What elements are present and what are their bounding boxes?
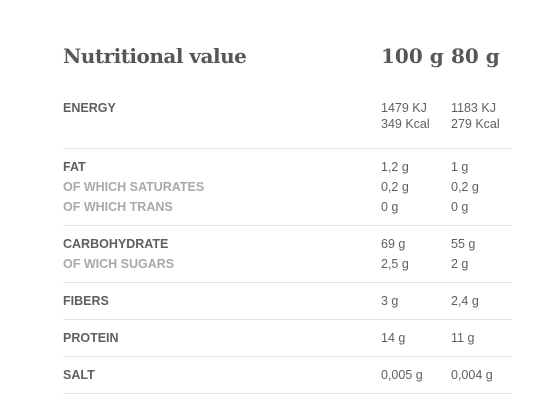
row-label-saturates: OF WHICH SATURATES	[63, 180, 205, 194]
column-header-80g: 80 g	[451, 44, 500, 68]
salt-group: SALT 0,005 g 0,004 g	[63, 357, 512, 394]
trans-value-80g: 0 g	[451, 200, 469, 214]
sugars-value-100g: 2,5 g	[381, 257, 409, 271]
row-label-trans: OF WHICH TRANS	[63, 200, 173, 214]
table-row: ENERGY 1479 KJ 349 Kcal 1183 KJ 279 Kcal	[63, 100, 512, 140]
row-label-sugars: OF WICH SUGARS	[63, 257, 175, 271]
row-label-fibers: FIBERS	[63, 294, 109, 308]
energy-kj-100g: 1479 KJ	[381, 101, 427, 115]
energy-kcal-100g: 349 Kcal	[381, 117, 430, 131]
table-row: FAT 1,2 g 1 g	[63, 159, 512, 179]
table-row: OF WHICH TRANS 0 g 0 g	[63, 199, 512, 219]
row-label-energy: ENERGY	[63, 101, 116, 115]
protein-value-100g: 14 g	[381, 331, 406, 345]
energy-kj-80g: 1183 KJ	[451, 101, 496, 115]
row-label-salt: SALT	[63, 368, 95, 382]
fat-value-80g: 1 g	[451, 160, 469, 174]
sugars-value-80g: 2 g	[451, 257, 469, 271]
carbohydrate-value-100g: 69 g	[381, 237, 406, 251]
table-row: OF WICH SUGARS 2,5 g 2 g	[63, 256, 512, 276]
table-header: Nutritional value 100 g 80 g	[63, 40, 512, 82]
row-label-protein: PROTEIN	[63, 331, 119, 345]
fibers-value-80g: 2,4 g	[451, 294, 479, 308]
carbohydrate-group: CARBOHYDRATE 69 g 55 g OF WICH SUGARS 2,…	[63, 226, 512, 283]
table-row: PROTEIN 14 g 11 g	[63, 330, 512, 350]
table-row: CARBOHYDRATE 69 g 55 g	[63, 236, 512, 256]
nutrition-table: Nutritional value 100 g 80 g ENERGY 1479…	[63, 40, 512, 394]
saturates-value-80g: 0,2 g	[451, 180, 479, 194]
salt-value-100g: 0,005 g	[381, 368, 423, 382]
saturates-value-100g: 0,2 g	[381, 180, 409, 194]
energy-kcal-80g: 279 Kcal	[451, 117, 500, 131]
table-row: SALT 0,005 g 0,004 g	[63, 367, 512, 387]
column-header-100g: 100 g	[381, 44, 444, 68]
row-label-fat: FAT	[63, 160, 86, 174]
salt-value-80g: 0,004 g	[451, 368, 493, 382]
protein-group: PROTEIN 14 g 11 g	[63, 320, 512, 357]
energy-value-80g: 1183 KJ 279 Kcal	[451, 100, 500, 132]
trans-value-100g: 0 g	[381, 200, 399, 214]
fibers-value-100g: 3 g	[381, 294, 399, 308]
protein-value-80g: 11 g	[451, 331, 475, 345]
energy-value-100g: 1479 KJ 349 Kcal	[381, 100, 430, 132]
fat-value-100g: 1,2 g	[381, 160, 409, 174]
table-title: Nutritional value	[63, 44, 247, 68]
fat-group: FAT 1,2 g 1 g OF WHICH SATURATES 0,2 g 0…	[63, 149, 512, 226]
fibers-group: FIBERS 3 g 2,4 g	[63, 283, 512, 320]
table-row: FIBERS 3 g 2,4 g	[63, 293, 512, 313]
table-row: OF WHICH SATURATES 0,2 g 0,2 g	[63, 179, 512, 199]
carbohydrate-value-80g: 55 g	[451, 237, 476, 251]
row-label-carbohydrate: CARBOHYDRATE	[63, 237, 169, 251]
energy-group: ENERGY 1479 KJ 349 Kcal 1183 KJ 279 Kcal	[63, 82, 512, 149]
